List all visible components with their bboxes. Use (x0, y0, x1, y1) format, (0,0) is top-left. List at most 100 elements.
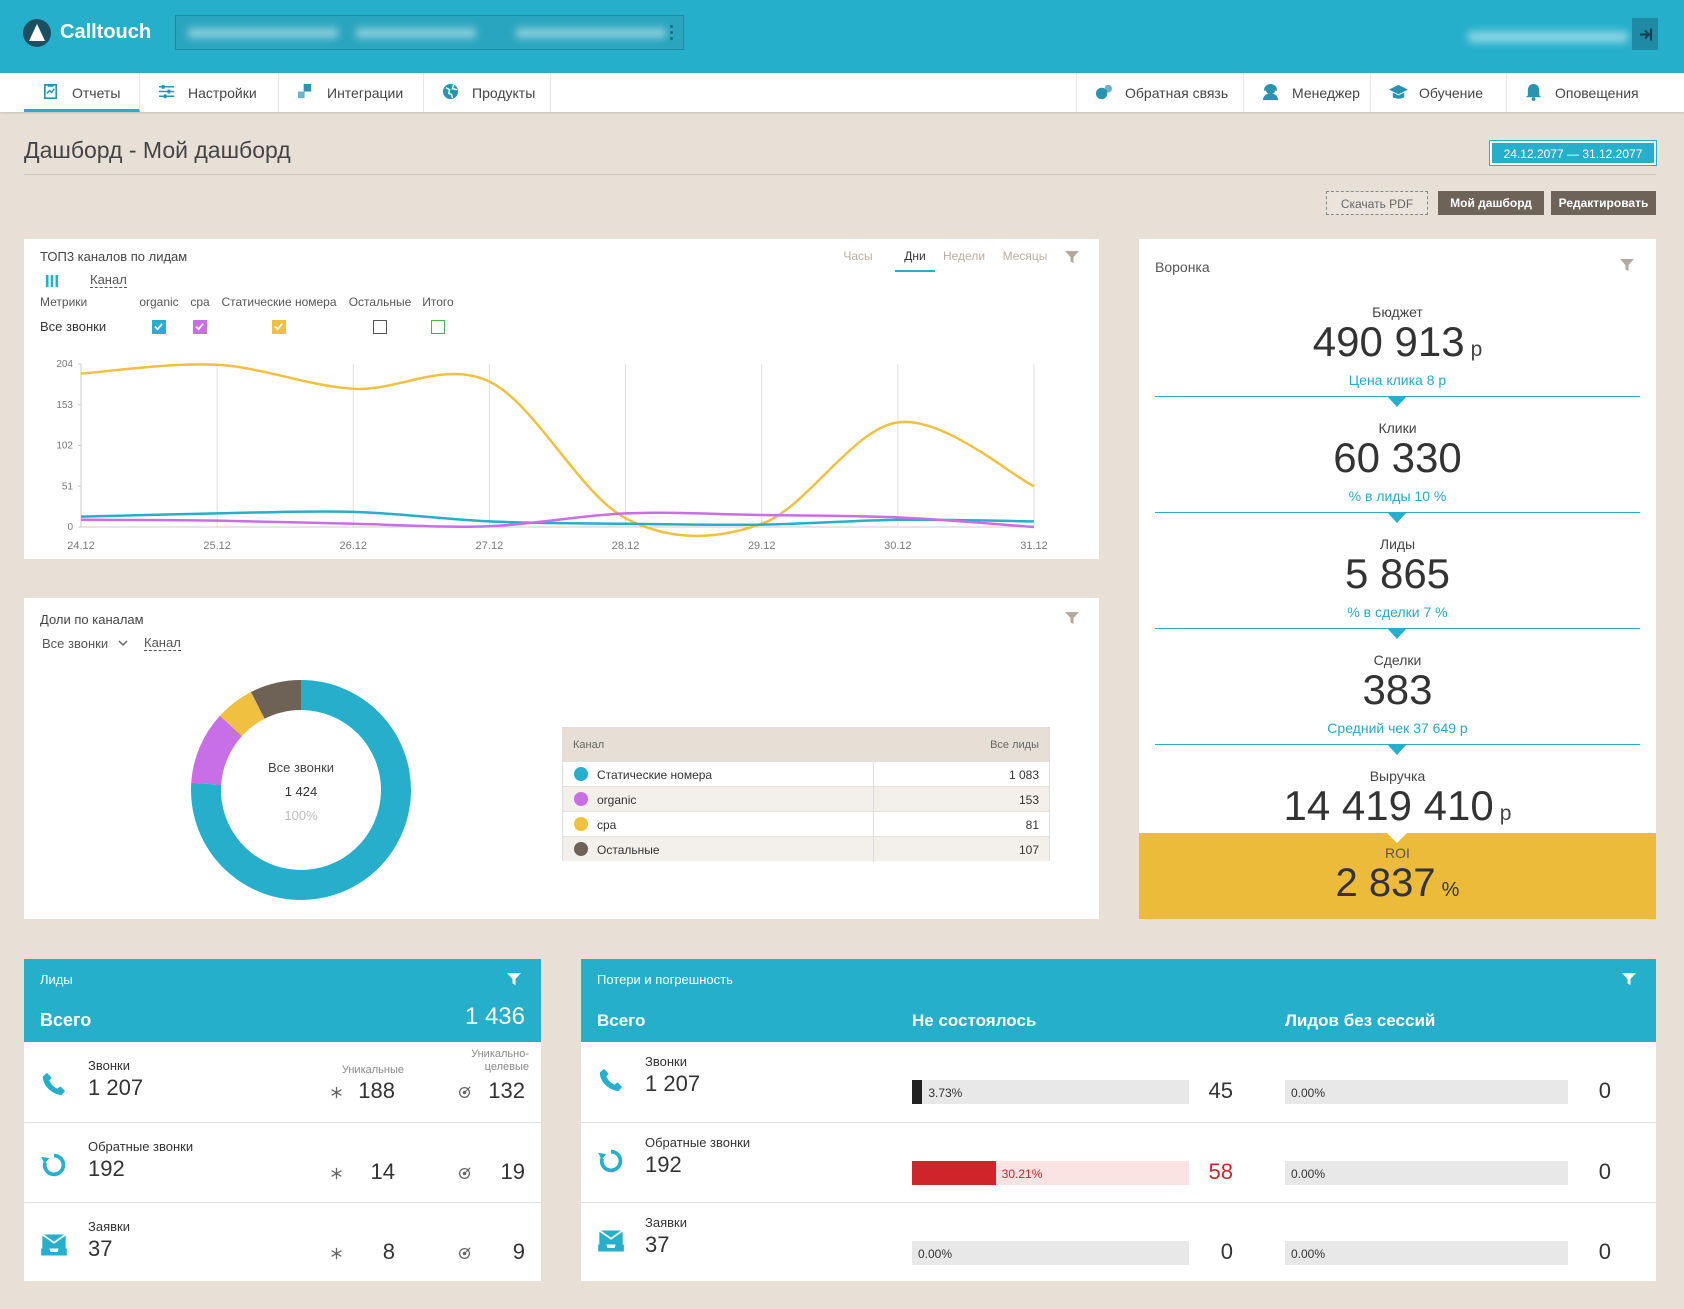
logout-button[interactable] (1632, 18, 1658, 50)
progress-track: 0.00% (1285, 1241, 1568, 1265)
icon-part (41, 1156, 50, 1164)
logo-text: Calltouch (60, 21, 152, 43)
column-label: Остальные (348, 295, 412, 309)
nav-item[interactable]: Настройки (140, 73, 279, 112)
checkbox[interactable] (193, 320, 207, 334)
icon-part (331, 1247, 342, 1260)
progress-track: 3.73% (912, 1080, 1189, 1104)
target-icon (458, 1167, 471, 1180)
feedback-icon (1095, 84, 1113, 100)
progress-label: 0.00% (1291, 1167, 1326, 1181)
funnel-value: 60 330 (1333, 434, 1462, 481)
center-label: Все звонки (268, 760, 334, 775)
period-tab[interactable]: Часы (843, 249, 873, 263)
nav-item[interactable]: Отчеты (24, 73, 140, 112)
star-icon (331, 1247, 342, 1260)
metrics-label: Метрики (40, 295, 88, 309)
nav-item[interactable]: Обратная связь (1076, 73, 1243, 112)
bell-icon (1525, 83, 1542, 102)
icon-part (1389, 84, 1408, 95)
channel-name: Статические номера (597, 768, 713, 782)
nav-label: Оповещения (1555, 85, 1639, 101)
row-name: Звонки (88, 1058, 130, 1073)
loss-count: 58 (1208, 1159, 1233, 1184)
stage-label: Выручка (1369, 768, 1426, 784)
color-dot (574, 842, 588, 856)
nav-item[interactable]: Оповещения (1506, 73, 1656, 112)
y-tick-label: 204 (56, 359, 73, 370)
arrow-path (1387, 512, 1407, 523)
checkbox[interactable] (272, 320, 286, 334)
icon-part (297, 91, 305, 99)
nav-item[interactable]: Интеграции (279, 73, 424, 112)
lead-row: Звонки 1 207 Уникальные Уникально-целевые 18… (24, 1042, 541, 1122)
stage-arrow (1387, 744, 1407, 755)
stage-arrow (1387, 512, 1407, 523)
nav-item[interactable]: Продукты (424, 73, 551, 112)
report-icon (43, 83, 58, 100)
column-label: Статические номера (221, 295, 337, 309)
checkbox[interactable] (373, 320, 387, 334)
arrow-path (1387, 628, 1407, 639)
checkbox[interactable] (431, 320, 445, 334)
title-rule (24, 174, 1656, 175)
loss-count: 0 (1598, 1239, 1611, 1264)
progress-label: 30.21% (1001, 1167, 1043, 1181)
period-tab[interactable]: Недели (942, 249, 986, 263)
unique-value: 14 (370, 1159, 395, 1184)
x-tick-label: 28.12 (612, 540, 640, 552)
y-tick-label: 0 (67, 522, 73, 533)
button[interactable]: Редактировать (1551, 191, 1656, 215)
group-toggle[interactable]: Канал (144, 635, 181, 651)
y-tick-label: 51 (62, 481, 74, 492)
nav-label: Отчеты (72, 85, 121, 101)
icon-part (458, 1247, 471, 1260)
nav-label: Менеджер (1292, 85, 1360, 101)
filter-icon (507, 973, 521, 985)
mail-icon (41, 1233, 67, 1256)
donut-segment (250, 680, 301, 719)
stage-arrow (1387, 628, 1407, 639)
row-label: Все звонки (40, 319, 107, 334)
group-toggle[interactable]: Канал (90, 272, 127, 288)
selector[interactable]: Все звонки (42, 636, 109, 651)
date-range[interactable]: 24.12.2077 — 31.12.2077 (1489, 140, 1657, 166)
icon-part (41, 1248, 67, 1256)
channel-value: 107 (1018, 843, 1039, 857)
icon-part (1263, 83, 1278, 91)
button[interactable]: Мой дашборд (1438, 191, 1544, 215)
blurred-text (516, 28, 666, 38)
stage-label: Клики (1378, 420, 1417, 436)
row-name: Заявки (88, 1219, 130, 1234)
loss-count: 45 (1208, 1078, 1233, 1103)
stage-note: % в лиды 10 % (1348, 488, 1447, 504)
color-dot (574, 792, 588, 806)
icon-part (1104, 84, 1113, 93)
account-selector[interactable] (175, 15, 684, 50)
star-icon (331, 1086, 342, 1099)
globe-icon (442, 83, 459, 100)
icon-part (1640, 29, 1651, 40)
unique-value: 8 (382, 1239, 395, 1264)
logo-icon (23, 19, 51, 47)
button[interactable]: Скачать PDF (1326, 191, 1428, 215)
channel-name: Остальные (597, 843, 660, 857)
row-name: Обратные звонки (88, 1139, 194, 1154)
nav-item[interactable]: Менеджер (1243, 73, 1370, 112)
nav-item[interactable]: Обучение (1370, 73, 1506, 112)
checkmark-path (154, 323, 163, 331)
period-tab[interactable]: Дни (904, 249, 926, 263)
icon-part (1525, 83, 1542, 98)
panel-top3: ТОП3 каналов по лидам Часы Дни Недели Месяцы… (24, 239, 1099, 559)
checkbox[interactable] (152, 320, 166, 334)
icon-part (1262, 93, 1279, 101)
phone-icon (599, 1068, 623, 1092)
x-tick-label: 30.12 (884, 540, 912, 552)
unique-value: 188 (358, 1078, 395, 1103)
panel-leads: Лиды Всего 1 436 Звонки 1 207 Уникальные Уника… (24, 959, 541, 1281)
target-value: 9 (512, 1239, 525, 1264)
notch-path (1387, 833, 1407, 843)
period-tab[interactable]: Месяцы (1002, 249, 1048, 263)
total-value: 1 436 (464, 1003, 525, 1030)
panel-funnel: Воронка Бюджет 490 913 р Цена клика 8 р Клики… (1139, 239, 1656, 919)
